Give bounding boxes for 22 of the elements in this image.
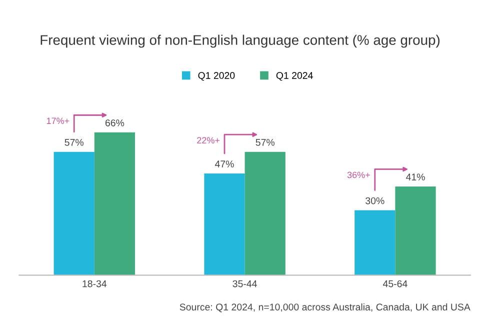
data-label: 66% — [105, 119, 124, 126]
data-label: 47% — [214, 160, 234, 168]
data-label: 41% — [406, 174, 425, 180]
chart-title: Frequent viewing of non-English language content (% age group) — [40, 34, 440, 48]
bar — [54, 152, 94, 276]
data-label: 30% — [366, 197, 384, 204]
bar — [395, 186, 436, 276]
text: 17%+ — [46, 118, 70, 124]
x-tick-label: 45-64 — [382, 280, 408, 288]
x-tick-label: 35-44 — [232, 280, 257, 288]
legend-label: Q1 2024 — [276, 72, 313, 81]
source-note: Source: Q1 2024, n=10,000 across Australia, Canada, UK and USA — [180, 303, 470, 312]
data-label: 57% — [64, 138, 84, 146]
annotation: 36%+ — [347, 172, 370, 178]
bar — [94, 132, 136, 276]
legend-label: Q1 2020 — [198, 72, 235, 81]
annotation: 22%+ — [197, 137, 220, 144]
data-label: 57% — [256, 138, 274, 146]
x-tick-label: 18-34 — [82, 280, 107, 288]
bar — [244, 152, 286, 276]
bar — [354, 210, 396, 276]
bar — [204, 174, 245, 276]
